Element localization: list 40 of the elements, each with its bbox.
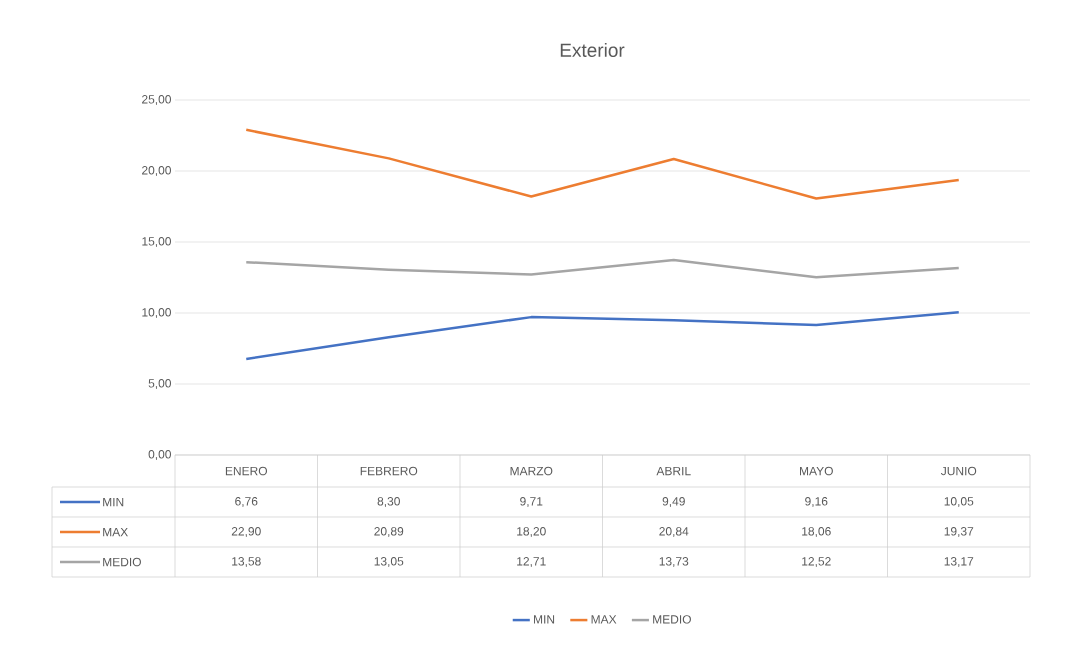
legend-label: MIN — [103, 497, 124, 507]
data-label: 8,30 — [377, 497, 400, 507]
line-series — [245, 258, 960, 279]
legend-label: MEDIO — [103, 557, 141, 567]
data-label: 13,17 — [944, 557, 974, 567]
text: MAX — [591, 615, 617, 624]
data-label: 18,06 — [802, 527, 831, 537]
data-label: 13,73 — [659, 557, 689, 567]
y-tick-label: 5,00 — [148, 379, 172, 389]
x-tick-label: MARZO — [510, 466, 553, 476]
text: MEDIO — [653, 615, 691, 624]
data-label: 10,05 — [944, 497, 974, 507]
y-tick-label: 0,00 — [148, 450, 172, 460]
x-tick-label: ABRIL — [656, 466, 691, 476]
y-tick-label: 10,00 — [142, 308, 172, 318]
data-label: 12,52 — [802, 557, 831, 567]
data-label: 20,89 — [374, 527, 404, 537]
data-label: 22,90 — [231, 527, 261, 537]
y-tick-label: 15,00 — [142, 237, 172, 247]
x-tick-label: MAYO — [800, 466, 833, 476]
data-label: 9,49 — [662, 497, 685, 507]
text: MIN — [534, 615, 555, 624]
x-tick-label: ENERO — [225, 466, 268, 476]
x-tick-label: JUNIO — [940, 466, 977, 476]
data-label: 19,37 — [944, 527, 974, 537]
line-series — [245, 128, 960, 200]
data-label: 20,84 — [659, 527, 689, 537]
legend-label: MAX — [103, 527, 128, 537]
data-label: 9,16 — [805, 497, 828, 507]
data-label: 13,05 — [374, 557, 404, 567]
y-tick-label: 25,00 — [142, 95, 172, 105]
data-label: 12,71 — [517, 557, 546, 567]
chart-title: Exterior — [560, 43, 625, 57]
x-tick-label: FEBRERO — [360, 466, 418, 476]
y-tick-label: 20,00 — [142, 166, 172, 176]
data-label: 9,71 — [520, 497, 543, 507]
data-label: 13,58 — [232, 557, 261, 567]
data-label: 18,20 — [517, 527, 546, 537]
line-series — [245, 311, 960, 361]
data-label: 6,76 — [235, 497, 258, 507]
